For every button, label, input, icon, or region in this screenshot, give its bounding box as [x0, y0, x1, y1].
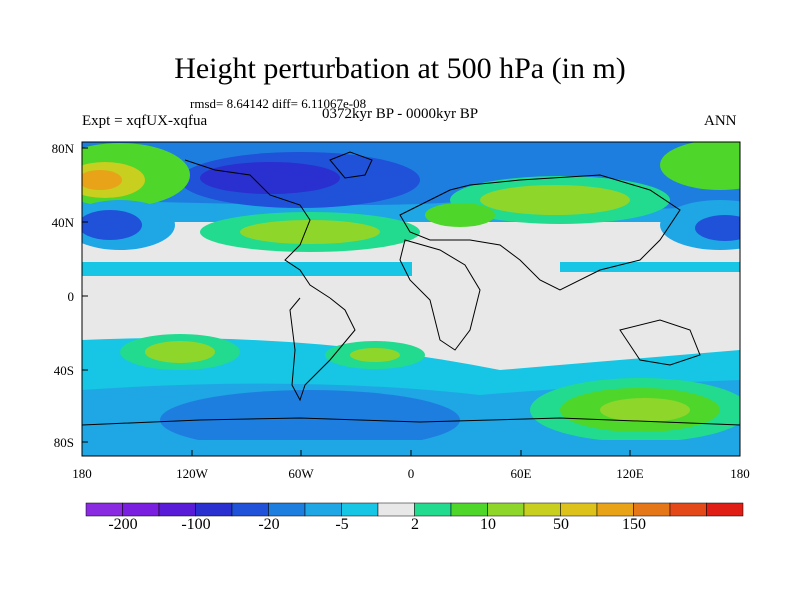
field-shading	[82, 142, 740, 456]
colorbar-swatch	[596, 502, 634, 517]
colorbar-swatch	[523, 502, 561, 517]
lat-label: 40S	[53, 363, 74, 378]
colorbar-swatch	[85, 502, 123, 517]
lon-label: 60W	[288, 466, 314, 481]
colorbar-swatch	[304, 502, 342, 517]
colorbar-label: -5	[335, 516, 349, 533]
season-label: ANN	[704, 113, 737, 129]
lon-label: 180	[730, 466, 750, 481]
colorbar-label: 2	[411, 516, 419, 533]
colorbar-swatch	[633, 502, 671, 517]
colorbar-swatch	[414, 502, 452, 517]
colorbar-label: 10	[480, 516, 496, 533]
colorbar-swatch	[231, 502, 269, 517]
lon-label: 60E	[510, 466, 532, 481]
colorbar-swatch	[195, 502, 233, 517]
period-text: 0372kyr BP - 0000kyr BP	[322, 106, 479, 122]
colorbar-label: -200	[108, 516, 138, 533]
lat-label: 80S	[53, 435, 74, 450]
colorbar-swatch	[268, 502, 306, 517]
colorbar-label: 150	[622, 516, 646, 533]
lon-label: 120W	[176, 466, 208, 481]
axis-ticks	[82, 147, 631, 456]
colorbar-label: -100	[181, 516, 211, 533]
lon-label: 0	[407, 466, 415, 481]
colorbar-swatch	[487, 502, 525, 517]
lat-label: 40N	[51, 215, 74, 230]
coastlines	[82, 151, 740, 426]
stats-text: rmsd= 8.64142 diff= 6.11067e-08	[190, 96, 367, 111]
colorbar	[85, 502, 744, 517]
experiment-label: Expt = xqfUX-xqfua	[82, 113, 208, 129]
colorbar-swatch	[341, 502, 379, 517]
colorbar-swatch	[158, 502, 196, 517]
lon-label: 120E	[616, 466, 644, 481]
colorbar-swatch	[450, 502, 488, 517]
colorbar-swatch	[122, 502, 160, 517]
colorbar-label: -20	[258, 516, 280, 533]
lat-label: 80N	[51, 141, 74, 156]
colorbar-swatch	[377, 502, 415, 517]
colorbar-label: 50	[553, 516, 569, 533]
lat-label: 0	[67, 289, 75, 304]
map-title: Height perturbation at 500 hPa (in m)	[174, 52, 626, 85]
colorbar-swatch	[706, 502, 744, 517]
colorbar-swatch	[560, 502, 598, 517]
colorbar-swatch	[669, 502, 707, 517]
lon-label: 180	[72, 466, 92, 481]
